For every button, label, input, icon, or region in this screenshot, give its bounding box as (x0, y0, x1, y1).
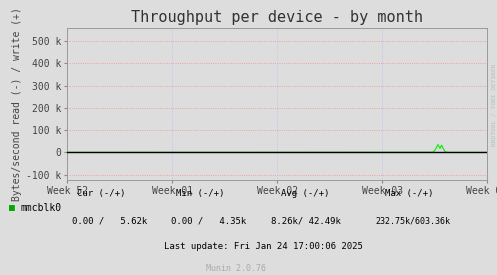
Text: Munin 2.0.76: Munin 2.0.76 (206, 264, 266, 273)
Text: mmcblk0: mmcblk0 (21, 203, 62, 213)
Text: Last update: Fri Jan 24 17:00:06 2025: Last update: Fri Jan 24 17:00:06 2025 (164, 242, 363, 251)
Text: Max (-/+): Max (-/+) (385, 189, 433, 198)
Text: Min (-/+): Min (-/+) (176, 189, 225, 198)
Text: 232.75k/603.36k: 232.75k/603.36k (375, 217, 450, 226)
Y-axis label: Bytes/second read (-) / write (+): Bytes/second read (-) / write (+) (12, 7, 22, 201)
Text: 0.00 /   5.62k: 0.00 / 5.62k (72, 217, 147, 226)
Text: Avg (-/+): Avg (-/+) (281, 189, 329, 198)
Title: Throughput per device - by month: Throughput per device - by month (131, 10, 423, 25)
Text: 0.00 /   4.35k: 0.00 / 4.35k (171, 217, 247, 226)
Text: Cur (-/+): Cur (-/+) (77, 189, 125, 198)
Text: ■: ■ (9, 203, 15, 213)
Text: RRDTOOL / TOBI OETIKER: RRDTOOL / TOBI OETIKER (491, 63, 496, 146)
Text: 8.26k/ 42.49k: 8.26k/ 42.49k (271, 217, 341, 226)
